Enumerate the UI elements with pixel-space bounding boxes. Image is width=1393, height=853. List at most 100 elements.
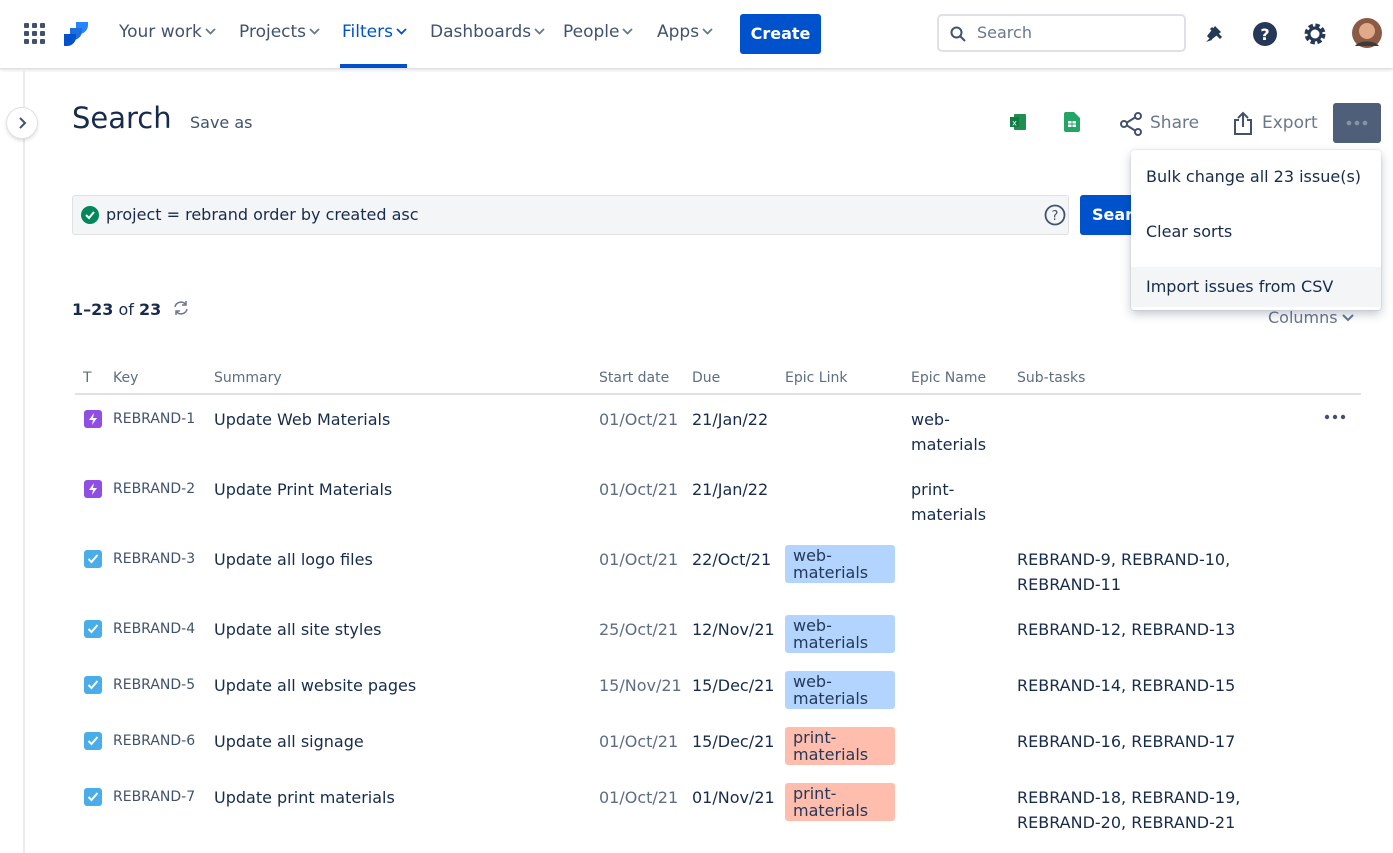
type-cell: [75, 465, 105, 535]
task-icon: [84, 732, 102, 750]
share-icon[interactable]: [1119, 112, 1143, 136]
epic-label: print-materials: [785, 783, 895, 821]
issue-key[interactable]: REBRAND-1: [113, 411, 196, 427]
app-switcher[interactable]: [24, 23, 46, 45]
sheets-export[interactable]: [1064, 112, 1080, 132]
start-date: 01/Oct/21: [599, 480, 679, 499]
summary[interactable]: Update Web Materials: [214, 410, 391, 429]
due-date: 21/Jan/22: [692, 410, 769, 429]
subtasks-cell: REBRAND-14, REBRAND-15: [1009, 661, 1250, 717]
search-icon: [950, 26, 966, 42]
column-header: T: [75, 363, 105, 395]
create-button[interactable]: Create: [740, 14, 821, 54]
column-header: Start date: [591, 363, 684, 395]
column-header: Epic Name: [903, 363, 1009, 395]
columns-button[interactable]: Columns: [1268, 308, 1354, 327]
notifications[interactable]: [1203, 22, 1227, 46]
issue-row: REBRAND-3 Update all logo files 01/Oct/21 2…: [75, 535, 1361, 605]
nav-item[interactable]: Filters: [342, 22, 407, 42]
start-date: 25/Oct/21: [599, 620, 679, 639]
export[interactable]: Export: [1262, 113, 1318, 133]
range: 1–23: [72, 300, 114, 319]
avatar[interactable]: [1352, 18, 1382, 48]
row-actions[interactable]: [1323, 407, 1347, 427]
row-actions-cell: [1250, 465, 1361, 535]
summary[interactable]: Update all website pages: [214, 676, 417, 695]
due-date: 22/Oct/21: [692, 550, 772, 569]
issue-key[interactable]: REBRAND-7: [113, 789, 196, 805]
issue-row: REBRAND-4 Update all site styles 25/Oct/21…: [75, 605, 1361, 661]
row-actions-cell: [1250, 773, 1361, 843]
start-date: 01/Oct/21: [599, 788, 679, 807]
svg-text:x: x: [1012, 119, 1017, 128]
epic-name: print-materials: [911, 480, 987, 524]
page-title: Search: [72, 101, 172, 135]
summary[interactable]: Update all signage: [214, 732, 364, 751]
summary[interactable]: Update all logo files: [214, 550, 373, 569]
start-date: 01/Oct/21: [599, 732, 679, 751]
summary[interactable]: Update all site styles: [214, 620, 382, 639]
nav-item[interactable]: Apps: [657, 22, 713, 42]
issue-key[interactable]: REBRAND-5: [113, 677, 196, 693]
menu-item[interactable]: Import issues from CSV: [1131, 267, 1381, 307]
menu-item[interactable]: Clear sorts: [1146, 222, 1233, 241]
save-as[interactable]: Save as: [190, 113, 253, 132]
epic-icon: [84, 480, 102, 498]
type-cell: [75, 394, 105, 465]
menu-item[interactable]: Bulk change all 23 issue(s): [1146, 167, 1362, 186]
row-actions-cell: [1250, 394, 1361, 465]
subtasks: REBRAND-12, REBRAND-13: [1017, 620, 1236, 639]
jql-input[interactable]: project = rebrand order by created asc ?: [72, 195, 1069, 235]
due-date: 15/Dec/21: [692, 676, 775, 695]
share[interactable]: Share: [1150, 113, 1200, 133]
summary[interactable]: Update Print Materials: [214, 480, 393, 499]
refresh[interactable]: [172, 300, 190, 316]
nav-label: Projects: [239, 22, 307, 42]
sidebar: [0, 70, 25, 853]
subtasks-cell: REBRAND-18, REBRAND-19, REBRAND-20, REBR…: [1009, 773, 1250, 843]
svg-text:?: ?: [1260, 25, 1269, 44]
nav-label: Dashboards: [430, 22, 532, 42]
summary[interactable]: Update print materials: [214, 788, 395, 807]
help[interactable]: ?: [1252, 21, 1278, 47]
issue-key[interactable]: REBRAND-4: [113, 621, 196, 637]
valid-icon: [81, 206, 99, 224]
issue-row: REBRAND-1 Update Web Materials 01/Oct/21 21…: [75, 394, 1361, 465]
dots: [1346, 120, 1368, 126]
type-cell: [75, 605, 105, 661]
nav-item[interactable]: Dashboards: [430, 22, 545, 42]
epic-label: web-materials: [785, 671, 895, 709]
chevron: [534, 28, 545, 35]
search-box[interactable]: Search: [937, 14, 1186, 52]
logo[interactable]: [64, 22, 88, 46]
nav-item[interactable]: People: [563, 22, 634, 42]
issue-key[interactable]: REBRAND-2: [113, 481, 196, 497]
issue-key[interactable]: REBRAND-6: [113, 733, 196, 749]
nav-label: Your work: [119, 22, 202, 42]
start-date: 01/Oct/21: [599, 550, 679, 569]
row-actions-cell: [1250, 717, 1361, 773]
epic-name-cell: [903, 535, 1009, 605]
sidebar-toggle[interactable]: [7, 108, 37, 138]
excel-export[interactable]: x: [1009, 113, 1027, 131]
settings[interactable]: [1302, 21, 1328, 47]
export-icon[interactable]: [1232, 111, 1254, 135]
issue-row: REBRAND-7 Update print materials 01/Oct/21…: [75, 773, 1361, 843]
column-header-actions: [1250, 363, 1361, 395]
nav-item[interactable]: Projects: [239, 22, 320, 42]
epic-link-cell: web-materials: [777, 535, 903, 605]
top-nav: Your work Projects Filters Dashboards People…: [0, 0, 1393, 69]
nav-label: People: [563, 22, 620, 42]
subtasks: REBRAND-9, REBRAND-10, REBRAND-11: [1017, 550, 1231, 594]
jql-help[interactable]: ?: [1044, 204, 1066, 226]
epic-link-cell: print-materials: [777, 717, 903, 773]
issue-key[interactable]: REBRAND-3: [113, 551, 196, 567]
task-icon: [84, 676, 102, 694]
row-actions-cell: [1250, 661, 1361, 717]
chevron: [702, 28, 713, 35]
nav-item[interactable]: Your work: [119, 22, 216, 42]
due-date: 12/Nov/21: [692, 620, 775, 639]
column-header: Sub-tasks: [1009, 363, 1250, 395]
more-actions[interactable]: [1333, 103, 1381, 143]
